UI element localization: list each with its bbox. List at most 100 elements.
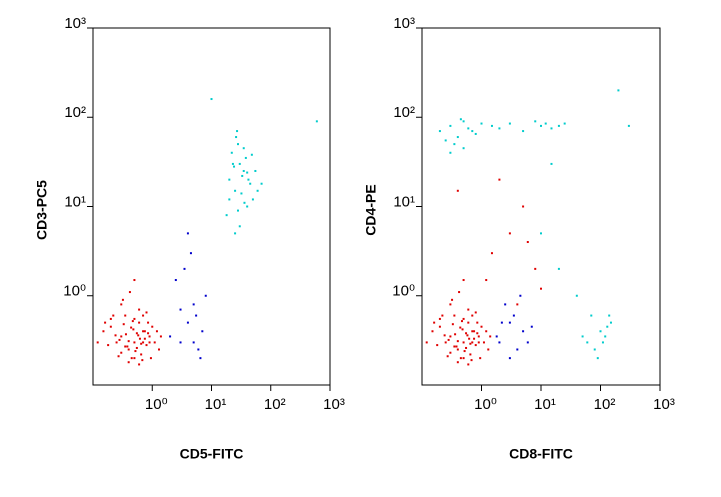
data-point — [104, 321, 107, 324]
data-point — [186, 232, 189, 235]
data-point — [118, 338, 121, 341]
data-point — [127, 348, 130, 351]
data-point — [563, 122, 566, 125]
data-point — [462, 317, 465, 320]
data-point — [204, 294, 207, 297]
data-point — [474, 311, 477, 314]
data-point — [236, 209, 239, 212]
data-point — [438, 325, 441, 328]
data-point — [512, 314, 515, 317]
data-point — [470, 359, 473, 362]
data-point — [441, 314, 444, 317]
data-point — [519, 294, 522, 297]
data-point — [121, 298, 124, 301]
x-tick-label: 10² — [264, 396, 286, 413]
data-point — [495, 335, 498, 338]
data-point — [115, 341, 118, 344]
data-point — [143, 330, 146, 333]
data-point — [132, 328, 135, 331]
data-point — [120, 303, 123, 306]
data-point — [465, 332, 468, 335]
data-point — [453, 345, 456, 348]
data-point — [238, 162, 241, 165]
data-point — [142, 330, 145, 333]
data-point — [477, 335, 480, 338]
data-point — [436, 344, 439, 347]
data-point — [455, 345, 458, 348]
data-point — [596, 357, 599, 360]
data-point — [96, 341, 99, 344]
data-point — [431, 330, 434, 333]
data-point — [575, 294, 578, 297]
data-point — [133, 341, 136, 344]
data-point — [107, 344, 110, 347]
y-tick-label: 10³ — [393, 15, 415, 32]
panel: 10⁰ 10¹ 10² 10³ 10⁰ 10¹ 10² 10³ CD8-FITC CD4-PE — [363, 15, 675, 462]
data-point — [142, 341, 145, 344]
data-point — [249, 182, 252, 185]
data-point — [231, 162, 234, 165]
data-point — [246, 171, 249, 174]
data-point — [463, 350, 466, 353]
data-point — [174, 279, 177, 282]
data-point — [465, 346, 468, 349]
data-point — [469, 353, 472, 356]
data-point — [460, 320, 463, 323]
data-point — [169, 335, 172, 338]
data-point — [467, 308, 470, 311]
x-tick-label: 10³ — [323, 396, 345, 413]
data-point — [608, 314, 611, 317]
data-point — [243, 201, 246, 204]
data-point — [246, 205, 249, 208]
data-point — [451, 298, 454, 301]
data-point — [179, 341, 182, 344]
data-point — [127, 361, 130, 364]
y-tick-label: 10¹ — [64, 193, 86, 210]
data-point — [599, 330, 602, 333]
data-point — [456, 348, 459, 351]
data-point — [443, 334, 446, 337]
y-axis-title: CD4-PE — [363, 184, 379, 235]
y-axis-title: CD3-PC5 — [34, 180, 50, 240]
data-point — [234, 189, 237, 192]
data-point — [228, 198, 231, 201]
data-point — [147, 332, 150, 335]
data-point — [131, 320, 134, 323]
data-point — [210, 98, 213, 101]
data-point — [192, 303, 195, 306]
data-point — [540, 287, 542, 290]
data-point — [467, 127, 470, 130]
data-point — [522, 130, 525, 133]
data-point — [130, 357, 133, 360]
data-point — [159, 335, 162, 338]
y-tick-label: 10¹ — [393, 193, 415, 210]
data-point — [480, 325, 483, 328]
data-point — [557, 124, 560, 127]
data-point — [240, 192, 243, 195]
data-point — [230, 151, 233, 154]
data-point — [256, 189, 259, 192]
x-tick-label: 10³ — [653, 396, 675, 413]
data-point — [490, 124, 493, 127]
data-point — [130, 326, 133, 329]
data-point — [504, 303, 507, 306]
data-point — [471, 130, 474, 133]
data-point — [508, 232, 511, 235]
data-point — [228, 178, 231, 181]
data-point — [138, 308, 141, 311]
data-point — [151, 325, 154, 328]
data-point — [145, 344, 148, 347]
data-point — [449, 351, 452, 354]
data-point — [143, 337, 146, 340]
data-point — [606, 325, 609, 328]
data-point — [199, 357, 202, 360]
data-point — [438, 317, 441, 320]
data-point — [135, 346, 138, 349]
data-point — [260, 182, 263, 185]
data-point — [534, 120, 537, 123]
data-point — [148, 335, 151, 338]
data-point — [476, 332, 479, 335]
data-point — [476, 321, 479, 324]
data-point — [124, 333, 127, 336]
data-point — [530, 325, 533, 328]
